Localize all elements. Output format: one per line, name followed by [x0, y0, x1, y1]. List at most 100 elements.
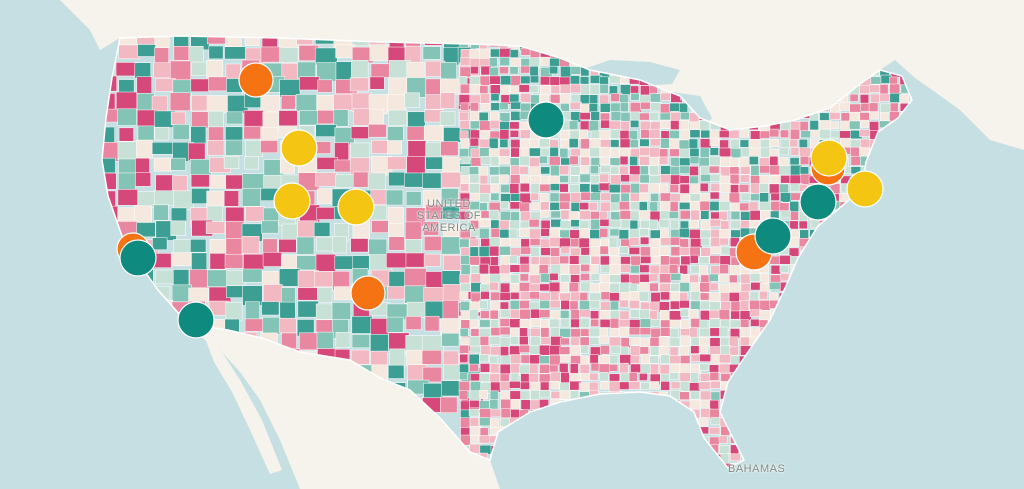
county-region	[170, 252, 192, 267]
county-region	[479, 175, 489, 185]
marker-northern-california-teal[interactable]	[119, 239, 157, 277]
marker-virginia-teal[interactable]	[754, 217, 792, 255]
county-region	[709, 138, 719, 147]
usa-outline	[101, 35, 913, 469]
marker-new-mexico[interactable]	[350, 275, 386, 311]
county-region	[424, 315, 440, 332]
county-region	[590, 111, 600, 121]
county-region	[588, 327, 601, 337]
county-region	[278, 110, 298, 127]
county-region	[352, 255, 370, 271]
county-region	[406, 301, 427, 318]
county-region	[520, 390, 531, 401]
county-region	[225, 63, 241, 80]
county-region	[769, 128, 780, 138]
county-region	[226, 111, 244, 125]
county-region	[549, 202, 561, 211]
county-region	[520, 102, 532, 113]
county-region	[660, 255, 670, 267]
county-region	[460, 417, 471, 428]
county-region	[680, 308, 689, 317]
county-region	[559, 337, 570, 346]
county-region	[629, 192, 640, 202]
marker-northern-colorado[interactable]	[337, 188, 375, 226]
county-region	[640, 220, 651, 229]
county-region	[223, 156, 240, 169]
county-region	[830, 121, 840, 130]
marker-southern-idaho[interactable]	[273, 182, 311, 220]
county-region	[649, 183, 660, 193]
county-region	[710, 246, 722, 255]
county-region	[799, 155, 810, 165]
marker-minnesota[interactable]	[527, 101, 565, 139]
county-region	[679, 264, 689, 275]
marker-upstate-new-york-yellow[interactable]	[810, 139, 848, 177]
mexico-landmass	[188, 324, 500, 489]
county-region	[710, 182, 720, 192]
county-region	[650, 363, 659, 375]
county-region	[730, 453, 742, 462]
county-region	[640, 255, 653, 264]
county-region	[709, 147, 719, 156]
county-region	[333, 93, 354, 111]
marker-new-jersey[interactable]	[799, 183, 837, 221]
county-region	[618, 201, 630, 211]
county-region	[316, 331, 334, 350]
county-region	[225, 174, 246, 190]
county-region	[559, 201, 571, 210]
county-region	[117, 189, 138, 206]
county-region	[549, 364, 559, 373]
county-region	[508, 228, 518, 240]
county-region	[423, 221, 439, 236]
county-region	[609, 363, 619, 372]
county-region	[680, 328, 692, 337]
county-region	[740, 273, 751, 285]
marker-northern-idaho[interactable]	[238, 62, 274, 98]
county-region	[469, 336, 482, 347]
county-region	[550, 210, 561, 219]
county-region	[718, 435, 728, 444]
county-region	[720, 183, 732, 193]
county-region	[690, 291, 701, 302]
county-region	[153, 190, 176, 206]
county-region	[589, 283, 600, 293]
marker-western-montana[interactable]	[280, 129, 318, 167]
county-region	[118, 79, 135, 94]
county-region	[459, 66, 472, 78]
county-region	[519, 273, 529, 282]
county-region	[590, 318, 600, 327]
county-region	[599, 130, 611, 140]
county-region	[479, 389, 488, 400]
county-region	[405, 239, 422, 255]
county-region	[679, 175, 690, 184]
county-region	[579, 317, 591, 328]
county-region	[530, 94, 540, 104]
county-region	[629, 174, 642, 183]
county-region	[440, 78, 460, 95]
county-region	[470, 434, 479, 444]
county-region	[709, 301, 721, 312]
county-region	[370, 63, 392, 78]
county-region	[549, 76, 561, 86]
county-region	[609, 148, 620, 159]
county-region	[387, 94, 407, 112]
county-region	[530, 256, 540, 265]
county-region	[490, 291, 501, 301]
county-region	[759, 300, 772, 311]
county-region	[840, 120, 851, 131]
county-region	[538, 373, 552, 383]
marker-southern-california[interactable]	[177, 301, 215, 339]
county-region	[499, 363, 512, 375]
county-region	[243, 125, 264, 140]
marker-new-england[interactable]	[846, 170, 884, 208]
county-region	[172, 124, 190, 140]
county-region	[709, 427, 721, 435]
county-region	[849, 120, 861, 130]
county-region	[530, 247, 540, 259]
county-region	[579, 364, 590, 375]
county-region	[590, 273, 600, 281]
county-region	[520, 75, 531, 84]
county-region	[241, 236, 260, 255]
